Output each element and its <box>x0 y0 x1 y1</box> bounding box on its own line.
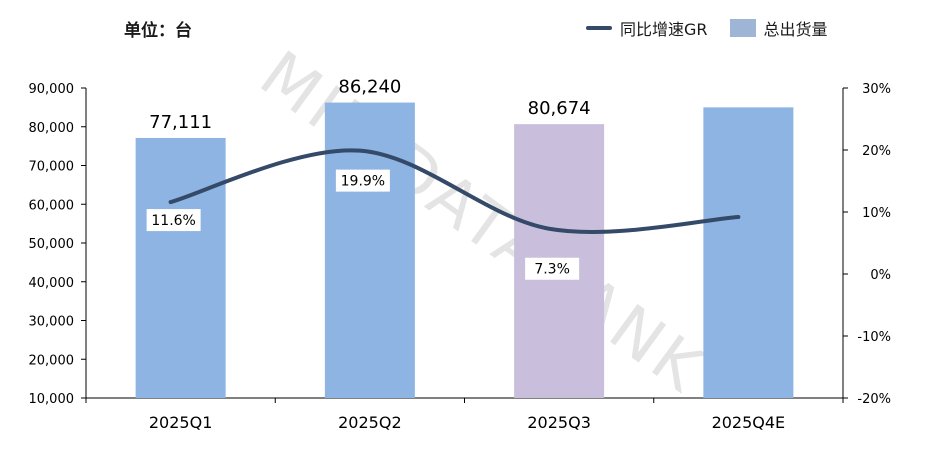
line-data-label-bg <box>525 257 580 280</box>
data-labels: 77,111 86,240 80,674 11.6% 19.9% 7.3% <box>146 77 591 280</box>
y-right-tick-label: 10% <box>862 206 891 221</box>
bar <box>324 102 415 398</box>
y-right-tick-label: 0% <box>870 268 891 283</box>
y-right-tick-label: -20% <box>857 392 891 407</box>
x-tick-label: 2025Q4E <box>712 413 786 432</box>
growth-line <box>168 148 741 234</box>
y-right-tick-label: -10% <box>857 330 891 345</box>
legend-item-growth: 同比增速GR <box>586 16 708 40</box>
y-left-tick-label: 20,000 <box>29 353 75 368</box>
line-data-label-bg <box>335 169 390 192</box>
bar <box>135 137 226 398</box>
legend-line-swatch <box>586 26 612 30</box>
legend-bar-swatch <box>729 19 756 37</box>
line-data-label: 11.6% <box>151 213 195 229</box>
y-left-tick-label: 80,000 <box>29 121 75 136</box>
growth-line-series <box>168 148 741 234</box>
bar-data-label: 77,111 <box>149 112 212 133</box>
y-left-tick-label: 70,000 <box>29 160 75 175</box>
line-data-label-bg <box>146 209 201 232</box>
y-right-tick-label: 30% <box>862 82 891 97</box>
unit-label: 单位：台 <box>124 21 192 41</box>
watermark: MIR DATABANK <box>246 38 718 409</box>
x-tick-label: 2025Q3 <box>527 413 591 432</box>
y-left-tick-label: 50,000 <box>29 237 75 252</box>
bar-data-label: 80,674 <box>528 98 591 119</box>
legend-label-growth: 同比增速GR <box>620 20 708 39</box>
x-tick-label: 2025Q2 <box>338 413 402 432</box>
bar <box>703 107 794 398</box>
legend-label-shipments: 总出货量 <box>763 20 828 39</box>
x-tick-label: 2025Q1 <box>149 413 213 432</box>
y-left-tick-label: 60,000 <box>29 198 75 213</box>
legend: 同比增速GR 总出货量 <box>586 16 850 40</box>
line-data-label: 7.3% <box>534 262 570 278</box>
y-left-tick-label: 30,000 <box>29 315 75 330</box>
y-left-tick-label: 40,000 <box>29 276 75 291</box>
y-left-tick-label: 90,000 <box>29 82 75 97</box>
line-data-label: 19.9% <box>341 174 385 190</box>
y-left-tick-label: 10,000 <box>29 392 75 407</box>
bar-data-label: 86,240 <box>338 77 401 98</box>
y-right-tick-label: 20% <box>862 144 891 159</box>
axes: 10,000 20,000 30,000 40,000 50,000 60,000 70,0… <box>29 82 892 432</box>
legend-item-shipments: 总出货量 <box>729 16 828 40</box>
